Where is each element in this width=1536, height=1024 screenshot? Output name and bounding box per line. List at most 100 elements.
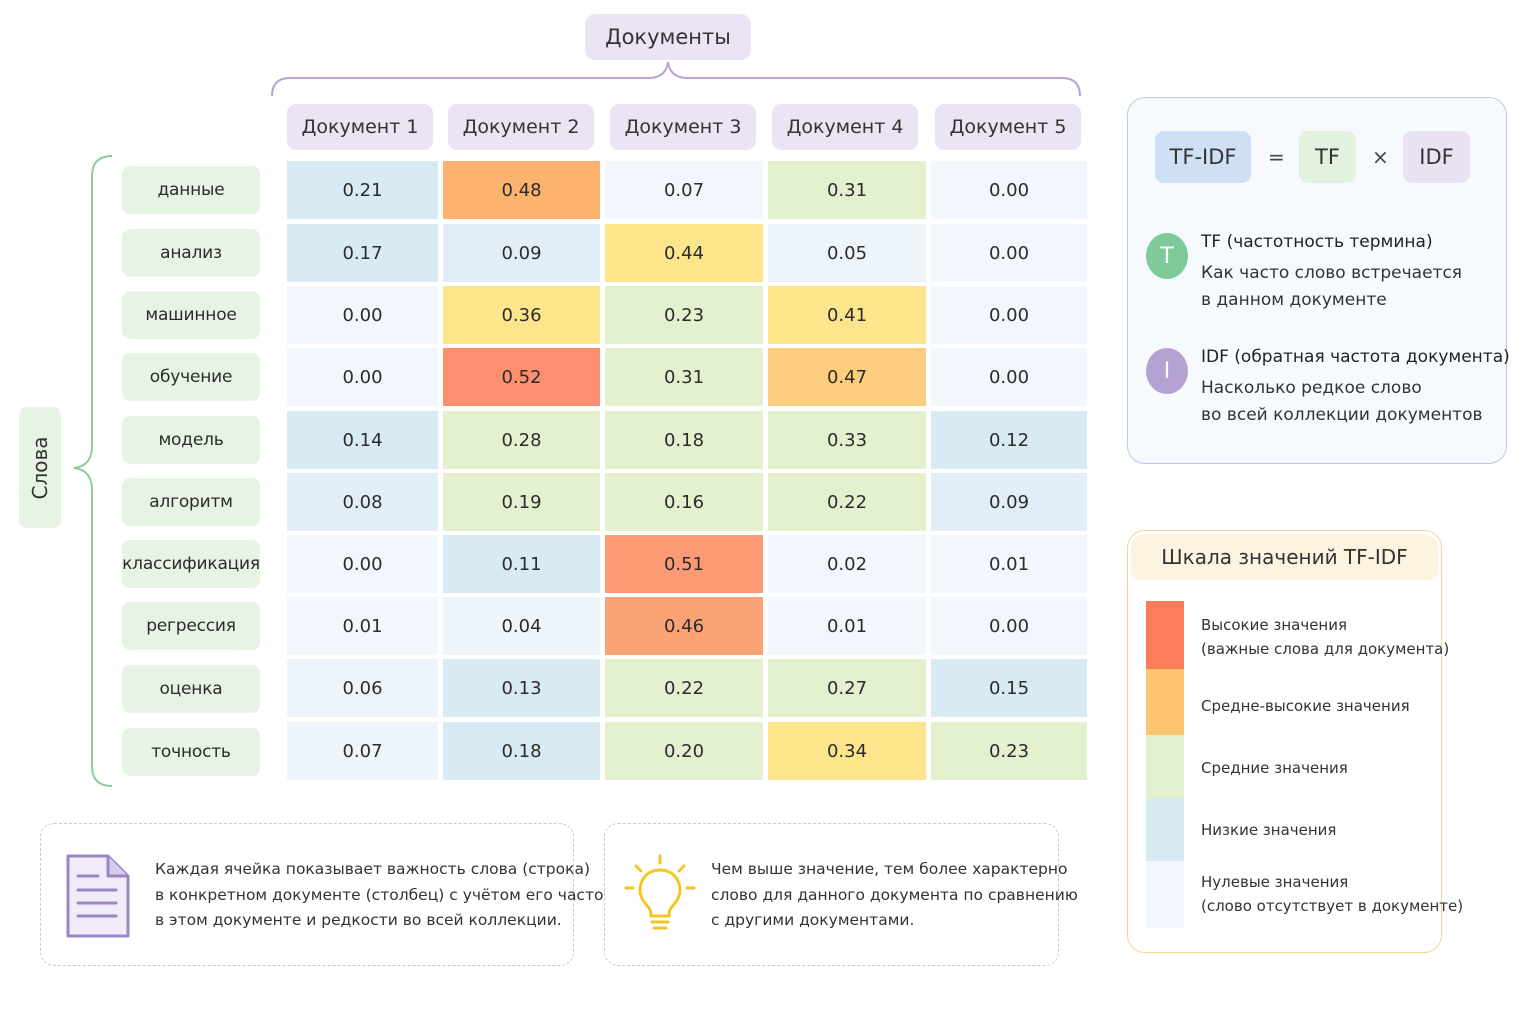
note-right-text: Чем выше значение, тем более характерно … xyxy=(711,857,1078,934)
heatmap-cell: 0.22 xyxy=(605,659,763,717)
row-label-regression: регрессия xyxy=(122,602,260,650)
heatmap-cell: 0.00 xyxy=(931,161,1087,219)
note-line: Каждая ячейка показывает важность слова … xyxy=(155,860,591,878)
heatmap-cell: 0.12 xyxy=(931,411,1087,469)
note-line: Чем выше значение, тем более характерно xyxy=(711,860,1068,878)
words-bracket xyxy=(73,155,113,787)
scale-label-text: Нулевые значения xyxy=(1201,873,1349,891)
scale-swatch-zero xyxy=(1146,861,1184,928)
heatmap-cell: 0.18 xyxy=(605,411,763,469)
note-line: в этом документе и редкости во всей колл… xyxy=(155,911,562,929)
documents-bracket xyxy=(271,61,1081,97)
idf-description: Насколько редкое слово во всей коллекции… xyxy=(1201,375,1501,429)
heatmap-cell: 0.19 xyxy=(443,473,600,531)
heatmap-cell: 0.33 xyxy=(768,411,926,469)
heatmap-cell: 0.00 xyxy=(931,224,1087,282)
formula-equals: = xyxy=(1268,145,1285,169)
heatmap-cell: 0.07 xyxy=(287,722,438,780)
scale-title: Шкала значений TF-IDF xyxy=(1131,534,1438,580)
heatmap-cell: 0.15 xyxy=(931,659,1087,717)
heatmap-cell: 0.31 xyxy=(768,161,926,219)
row-label-model: модель xyxy=(122,416,260,464)
scale-label-text: Средне-высокие значения xyxy=(1201,697,1410,715)
column-header-doc5: Документ 5 xyxy=(935,104,1081,150)
formula-times: × xyxy=(1372,145,1389,169)
heatmap-cell: 0.05 xyxy=(768,224,926,282)
heatmap-cell: 0.41 xyxy=(768,286,926,344)
heatmap-cell: 0.21 xyxy=(287,161,438,219)
heatmap-cell: 0.28 xyxy=(443,411,600,469)
heatmap-cell: 0.22 xyxy=(768,473,926,531)
heatmap-cell: 0.06 xyxy=(287,659,438,717)
formula-idf-box: IDF xyxy=(1403,131,1470,183)
lightbulb-icon xyxy=(624,854,696,930)
heatmap-cell: 0.00 xyxy=(287,286,438,344)
row-label-data: данные xyxy=(122,166,260,214)
scale-label-low: Низкие значения xyxy=(1201,818,1336,842)
row-label-evaluation: оценка xyxy=(122,665,260,713)
row-label-classification: классификация xyxy=(122,540,260,588)
idf-description-line: во всей коллекции документов xyxy=(1201,405,1483,425)
heatmap-cell: 0.48 xyxy=(443,161,600,219)
heatmap-cell: 0.11 xyxy=(443,535,600,593)
heatmap-cell: 0.09 xyxy=(443,224,600,282)
heatmap-cell: 0.51 xyxy=(605,535,763,593)
heatmap-cell: 0.01 xyxy=(931,535,1087,593)
words-axis-label: Слова xyxy=(19,407,61,528)
heatmap-cell: 0.00 xyxy=(931,348,1087,406)
heatmap-cell: 0.52 xyxy=(443,348,600,406)
heatmap-cell: 0.04 xyxy=(443,597,600,655)
tf-description-line: Как часто слово встречается xyxy=(1201,263,1463,283)
heatmap-cell: 0.18 xyxy=(443,722,600,780)
scale-swatch-mid xyxy=(1146,735,1184,798)
heatmap-cell: 0.02 xyxy=(768,535,926,593)
heatmap-cell: 0.01 xyxy=(768,597,926,655)
heatmap-cell: 0.20 xyxy=(605,722,763,780)
idf-title: IDF (обратная частота документа) xyxy=(1201,347,1510,367)
column-header-doc2: Документ 2 xyxy=(448,104,594,150)
heatmap-cell: 0.13 xyxy=(443,659,600,717)
scale-label-text: Высокие значения xyxy=(1201,616,1348,634)
row-label-machine: машинное xyxy=(122,291,260,339)
heatmap-cell: 0.16 xyxy=(605,473,763,531)
words-axis-text: Слова xyxy=(28,435,52,500)
note-line: слово для данного документа по сравнению xyxy=(711,885,1078,904)
scale-label-sub: (слово отсутствует в документе) xyxy=(1201,897,1464,915)
row-label-learning: обучение xyxy=(122,353,260,401)
heatmap-cell: 0.31 xyxy=(605,348,763,406)
tf-description-line: в данном документе xyxy=(1201,290,1387,310)
formula-tfidf-box: TF-IDF xyxy=(1155,131,1251,183)
idf-description-line: Насколько редкое слово xyxy=(1201,378,1422,398)
scale-label-text: Средние значения xyxy=(1201,759,1348,777)
heatmap-cell: 0.09 xyxy=(931,473,1087,531)
heatmap-cell: 0.14 xyxy=(287,411,438,469)
heatmap-cell: 0.07 xyxy=(605,161,763,219)
scale-label-high: Высокие значения (важные слова для докум… xyxy=(1201,613,1449,661)
formula-tf-box: TF xyxy=(1299,131,1356,183)
heatmap-cell: 0.08 xyxy=(287,473,438,531)
scale-label-mid-high: Средне-высокие значения xyxy=(1201,694,1410,718)
scale-swatch-mid-high xyxy=(1146,669,1184,735)
scale-label-sub: (важные слова для документа) xyxy=(1201,640,1450,658)
heatmap-cell: 0.23 xyxy=(931,722,1087,780)
heatmap-cell: 0.46 xyxy=(605,597,763,655)
scale-label-zero: Нулевые значения (слово отсутствует в до… xyxy=(1201,870,1463,918)
heatmap-grid: 0.21 0.48 0.07 0.31 0.00 0.17 0.09 0.44 0.05 0.00… xyxy=(287,161,1087,780)
scale-label-text: Низкие значения xyxy=(1201,821,1337,839)
note-left-text: Каждая ячейка показывает важность слова … xyxy=(155,857,625,934)
heatmap-cell: 0.00 xyxy=(287,535,438,593)
heatmap-cell: 0.00 xyxy=(931,286,1087,344)
document-icon xyxy=(66,854,130,938)
scale-label-mid: Средние значения xyxy=(1201,756,1348,780)
row-label-analysis: анализ xyxy=(122,229,260,277)
scale-swatch-low xyxy=(1146,798,1184,861)
column-header-doc3: Документ 3 xyxy=(610,104,756,150)
idf-badge: I xyxy=(1146,348,1188,394)
row-label-algorithm: алгоритм xyxy=(122,478,260,526)
heatmap-cell: 0.44 xyxy=(605,224,763,282)
heatmap-cell: 0.01 xyxy=(287,597,438,655)
heatmap-cell: 0.27 xyxy=(768,659,926,717)
row-label-accuracy: точность xyxy=(122,728,260,776)
tf-title: TF (частотность термина) xyxy=(1201,232,1433,252)
heatmap-cell: 0.34 xyxy=(768,722,926,780)
